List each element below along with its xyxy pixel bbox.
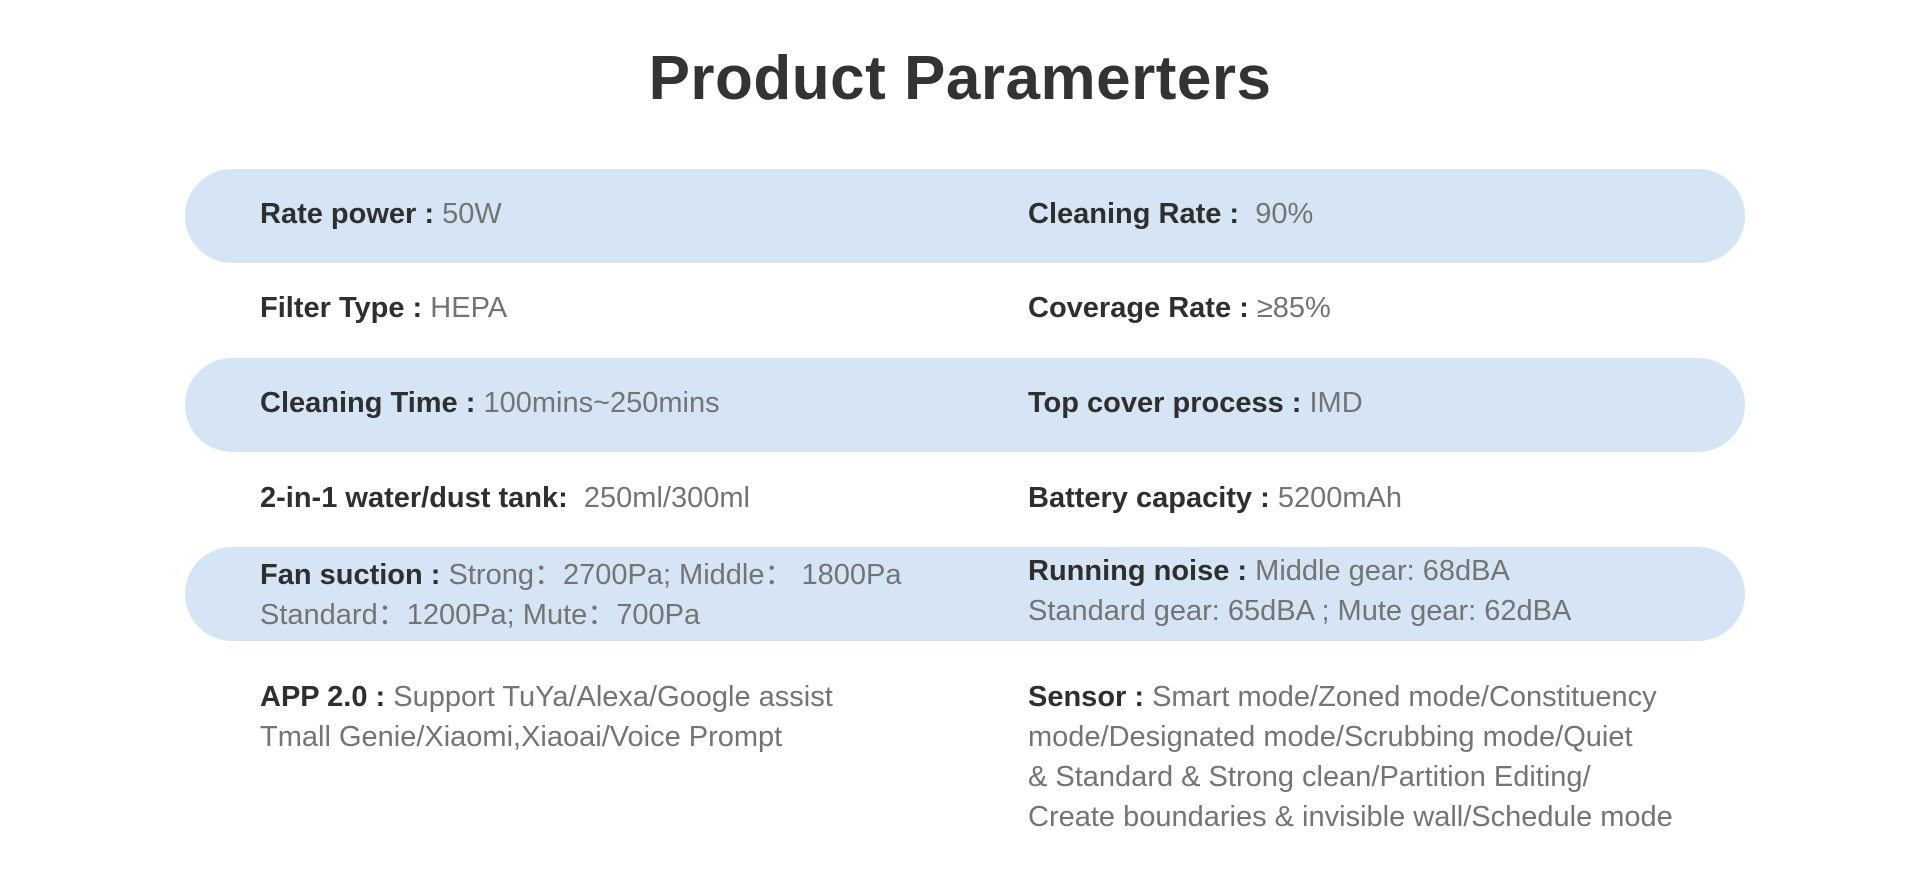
param-value: ≥85% (1256, 292, 1331, 324)
param-cleaning-time: Cleaning Time : 100mins~250mins (260, 383, 720, 423)
param-value-line: Middle gear: 68dBA (1255, 555, 1510, 587)
param-sensor: Sensor : Smart mode/Zoned mode/Constitue… (1028, 677, 1673, 837)
row-band-3 (185, 358, 1745, 452)
param-label: Filter Type : (260, 292, 423, 324)
param-label: Top cover process : (1028, 387, 1302, 419)
param-value-line: Smart mode/Zoned mode/Constituency (1152, 681, 1657, 713)
param-cleaning-rate: Cleaning Rate : 90% (1028, 194, 1313, 234)
row-band-1 (185, 169, 1745, 263)
param-fan-suction: Fan suction : Strong：2700Pa; Middle： 180… (260, 555, 902, 635)
param-value: 90% (1255, 198, 1314, 230)
page-title: Product Paramerters (648, 44, 1272, 113)
param-label: Cleaning Rate : (1028, 198, 1240, 230)
param-value-line: Standard gear: 65dBA ; Mute gear: 62dBA (1028, 595, 1572, 627)
param-rate-power: Rate power : 50W (260, 194, 502, 234)
param-value: IMD (1309, 387, 1363, 419)
param-label: Coverage Rate : (1028, 292, 1249, 324)
param-value: 100mins~250mins (483, 387, 720, 419)
param-label: Fan suction : (260, 559, 441, 591)
param-value-line: Support TuYa/Alexa/Google assist (393, 681, 833, 713)
param-value: 250ml/300ml (583, 482, 750, 514)
param-label: Battery capacity : (1028, 482, 1270, 514)
param-running-noise: Running noise : Middle gear: 68dBA Stand… (1028, 551, 1571, 631)
param-label: Sensor : (1028, 681, 1145, 713)
param-battery-capacity: Battery capacity : 5200mAh (1028, 478, 1402, 518)
param-label: Running noise : (1028, 555, 1248, 587)
param-label: Cleaning Time : (260, 387, 476, 419)
param-water-dust-tank: 2-in-1 water/dust tank: 250ml/300ml (260, 478, 750, 518)
param-value: 50W (442, 198, 502, 230)
param-value: HEPA (430, 292, 508, 324)
param-label: APP 2.0 : (260, 681, 386, 713)
param-coverage-rate: Coverage Rate : ≥85% (1028, 288, 1331, 328)
param-value-line: mode/Designated mode/Scrubbing mode/Quie… (1028, 721, 1633, 753)
param-label: 2-in-1 water/dust tank: (260, 482, 568, 514)
param-filter-type: Filter Type : HEPA (260, 288, 507, 328)
row-band-5 (185, 547, 1745, 641)
param-value-line: Tmall Genie/Xiaomi,Xiaoai/Voice Prompt (260, 721, 783, 753)
param-value-line: Create boundaries & invisible wall/Sched… (1028, 801, 1673, 833)
param-value: 5200mAh (1277, 482, 1402, 514)
param-value-line: Strong：2700Pa; Middle： 1800Pa (448, 559, 902, 591)
param-value-line: Standard：1200Pa; Mute：700Pa (260, 599, 701, 631)
param-label: Rate power : (260, 198, 435, 230)
param-value-line: & Standard & Strong clean/Partition Edit… (1028, 761, 1591, 793)
param-top-cover-process: Top cover process : IMD (1028, 383, 1363, 423)
param-app: APP 2.0 : Support TuYa/Alexa/Google assi… (260, 677, 833, 757)
